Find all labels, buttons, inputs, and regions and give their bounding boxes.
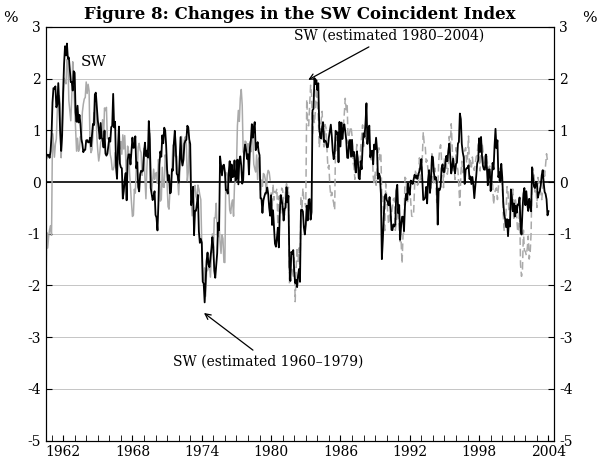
Text: %: % [582, 11, 597, 25]
Text: SW: SW [80, 55, 106, 69]
Text: SW (estimated 1980–2004): SW (estimated 1980–2004) [294, 29, 484, 79]
Text: SW (estimated 1960–1979): SW (estimated 1960–1979) [173, 314, 363, 369]
Text: %: % [3, 11, 18, 25]
Title: Figure 8: Changes in the SW Coincident Index: Figure 8: Changes in the SW Coincident I… [84, 6, 516, 23]
